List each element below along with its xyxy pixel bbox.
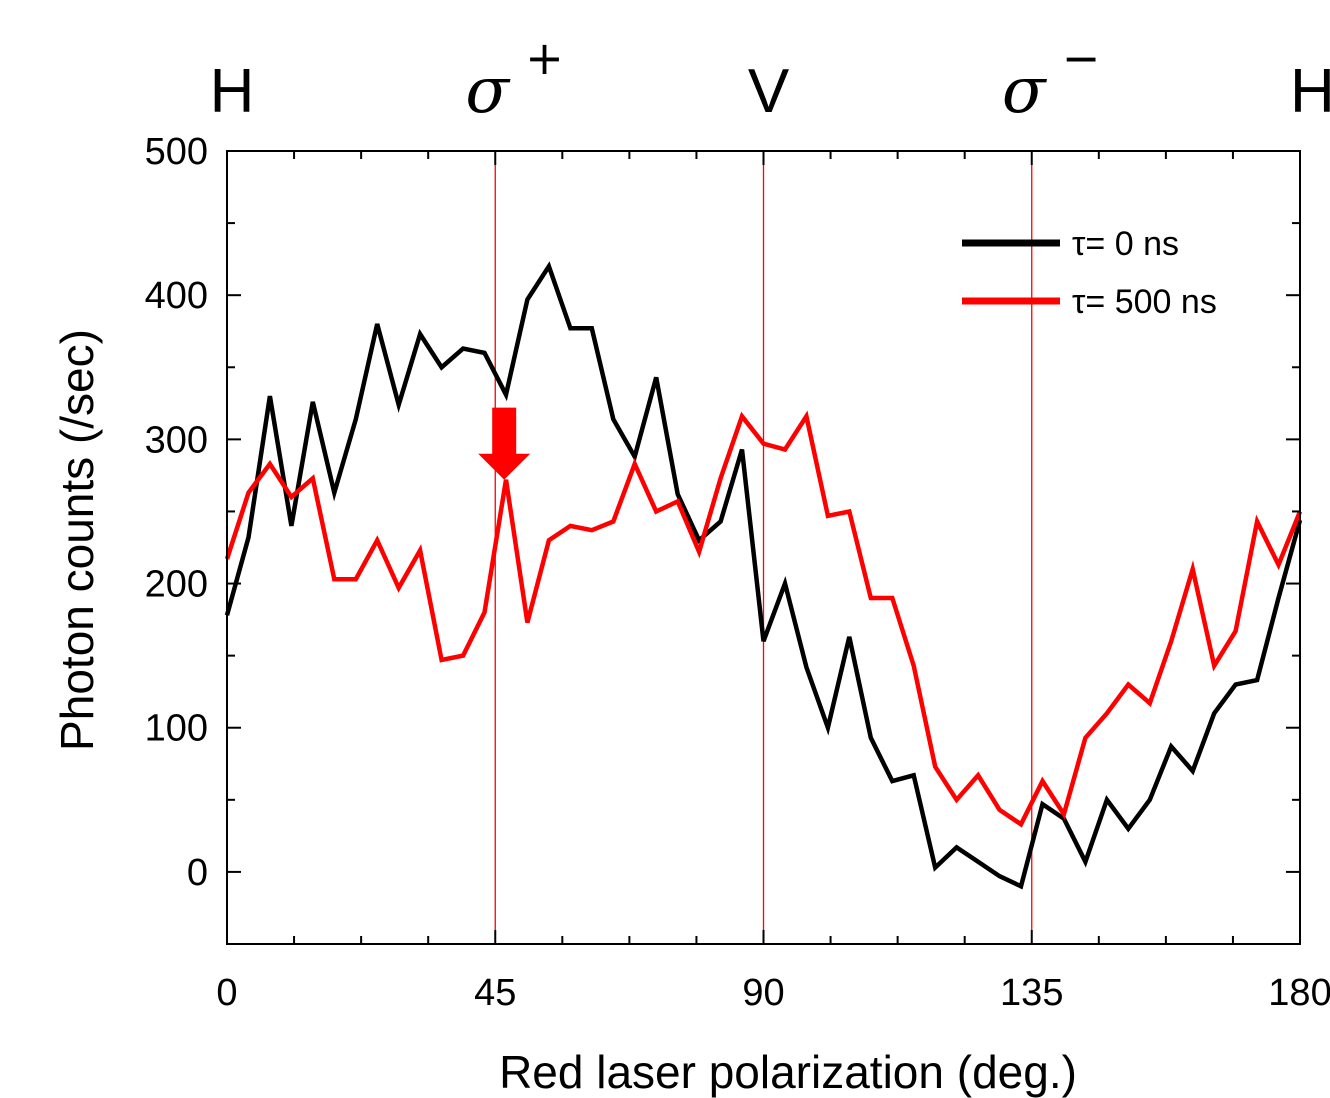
polarization-label-sup: − [1062, 31, 1101, 85]
series-line-0 [224, 261, 1303, 890]
x-tick-label: 135 [1000, 972, 1063, 1014]
polarization-label: V [748, 57, 790, 126]
y-tick-label: 500 [145, 131, 208, 173]
y-tick-label: 200 [145, 564, 208, 606]
x-tick-label: 180 [1268, 972, 1330, 1014]
polarization-label-sup: + [525, 31, 564, 85]
y-tick-label: 300 [145, 419, 208, 461]
y-tick-label: 100 [145, 708, 208, 750]
polarization-label: H [1290, 57, 1330, 126]
y-tick-label: 400 [145, 275, 208, 317]
y-tick-label: 0 [187, 852, 208, 894]
x-tick-label: 0 [216, 972, 237, 1014]
legend: τ= 0 ns τ= 500 ns [962, 225, 1217, 321]
polarization-label: H [210, 57, 255, 126]
x-axis-title: Red laser polarization (deg.) [499, 1046, 1077, 1098]
series-layer [224, 261, 1303, 890]
marker-layer [478, 407, 531, 480]
y-tick-labels: 0 100 200 300 400 500 [145, 131, 208, 894]
y-axis-title: Photon counts (/sec) [51, 329, 103, 751]
legend-label-1: τ= 500 ns [1072, 283, 1217, 321]
polarization-label-sigma: σ [465, 54, 511, 128]
reference-lines [494, 151, 1033, 944]
polarization-label-sigma: σ [1002, 54, 1048, 128]
legend-label-0: τ= 0 ns [1072, 225, 1179, 263]
series-line-1 [224, 410, 1303, 828]
x-tick-labels: 0 45 90 135 180 [216, 972, 1330, 1014]
x-tick-label: 90 [742, 972, 784, 1014]
ticks-layer [226, 150, 1301, 945]
x-tick-label: 45 [474, 972, 516, 1014]
arrow-marker [478, 407, 531, 480]
